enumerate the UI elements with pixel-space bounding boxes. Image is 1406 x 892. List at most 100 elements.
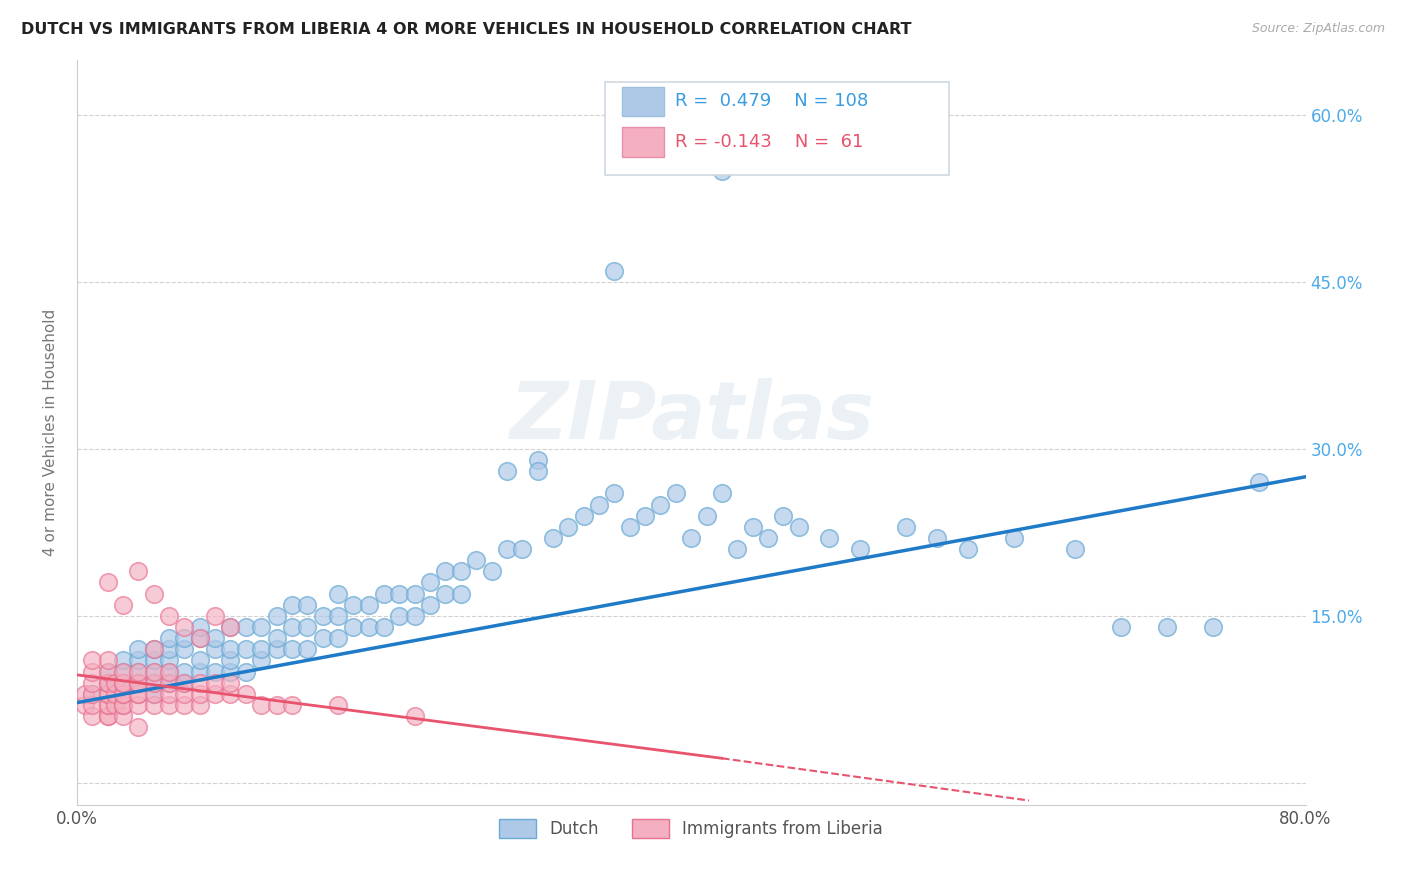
Point — [526, 453, 548, 467]
Point — [173, 675, 195, 690]
Point — [725, 542, 748, 557]
Point — [342, 620, 364, 634]
Point — [97, 665, 120, 679]
Point — [188, 631, 211, 645]
Point — [97, 575, 120, 590]
Point — [326, 631, 349, 645]
Point — [97, 675, 120, 690]
Point — [157, 675, 180, 690]
Point — [97, 665, 120, 679]
Point — [235, 665, 257, 679]
Point — [127, 720, 149, 734]
Point — [188, 687, 211, 701]
Point — [1249, 475, 1271, 490]
Point — [188, 653, 211, 667]
Point — [388, 608, 411, 623]
Text: Source: ZipAtlas.com: Source: ZipAtlas.com — [1251, 22, 1385, 36]
Point — [188, 665, 211, 679]
Point — [419, 575, 441, 590]
Point — [173, 675, 195, 690]
Point — [157, 631, 180, 645]
Point — [111, 665, 134, 679]
Point — [127, 665, 149, 679]
Point — [142, 665, 165, 679]
Point — [896, 520, 918, 534]
Point — [188, 620, 211, 634]
Point — [281, 698, 304, 712]
Point — [281, 598, 304, 612]
Point — [756, 531, 779, 545]
Point — [142, 653, 165, 667]
Point — [219, 620, 242, 634]
Point — [97, 653, 120, 667]
Point — [111, 687, 134, 701]
Point — [127, 687, 149, 701]
Point — [111, 698, 134, 712]
Point — [73, 687, 96, 701]
Point — [373, 586, 395, 600]
Point — [127, 698, 149, 712]
Point — [925, 531, 948, 545]
Point — [681, 531, 703, 545]
Legend: Dutch, Immigrants from Liberia: Dutch, Immigrants from Liberia — [492, 813, 890, 845]
FancyBboxPatch shape — [605, 82, 949, 175]
Point — [1202, 620, 1225, 634]
Point — [619, 520, 641, 534]
Point — [849, 542, 872, 557]
Point — [250, 653, 273, 667]
Point — [157, 675, 180, 690]
Point — [250, 698, 273, 712]
Point — [297, 620, 319, 634]
Point — [97, 675, 120, 690]
Point — [357, 620, 380, 634]
FancyBboxPatch shape — [623, 127, 664, 156]
Point — [173, 698, 195, 712]
Point — [404, 709, 426, 723]
Text: DUTCH VS IMMIGRANTS FROM LIBERIA 4 OR MORE VEHICLES IN HOUSEHOLD CORRELATION CHA: DUTCH VS IMMIGRANTS FROM LIBERIA 4 OR MO… — [21, 22, 911, 37]
Point — [204, 675, 226, 690]
Point — [204, 608, 226, 623]
Y-axis label: 4 or more Vehicles in Household: 4 or more Vehicles in Household — [44, 309, 58, 556]
Point — [104, 675, 127, 690]
Point — [266, 642, 288, 657]
Point — [696, 508, 718, 523]
Point — [219, 675, 242, 690]
Point — [603, 264, 626, 278]
Point — [665, 486, 688, 500]
Point — [173, 631, 195, 645]
Point — [326, 698, 349, 712]
Point — [111, 598, 134, 612]
Point — [342, 598, 364, 612]
Point — [157, 687, 180, 701]
Point — [266, 631, 288, 645]
Point — [97, 698, 120, 712]
Point — [603, 486, 626, 500]
Point — [127, 675, 149, 690]
Point — [373, 620, 395, 634]
Point — [142, 665, 165, 679]
Point — [127, 565, 149, 579]
Point — [142, 687, 165, 701]
Point — [235, 642, 257, 657]
Point — [419, 598, 441, 612]
Point — [97, 698, 120, 712]
Point — [710, 486, 733, 500]
Text: ZIPatlas: ZIPatlas — [509, 378, 873, 457]
Point — [204, 687, 226, 701]
Point — [357, 598, 380, 612]
Point — [82, 665, 104, 679]
Point — [97, 687, 120, 701]
Point — [111, 675, 134, 690]
Point — [127, 687, 149, 701]
Point — [82, 687, 104, 701]
Point — [434, 586, 457, 600]
Point — [127, 675, 149, 690]
Point — [297, 598, 319, 612]
Point — [142, 687, 165, 701]
Point — [111, 698, 134, 712]
Point — [82, 653, 104, 667]
Point — [111, 687, 134, 701]
Point — [787, 520, 810, 534]
Point — [772, 508, 794, 523]
Point — [235, 620, 257, 634]
